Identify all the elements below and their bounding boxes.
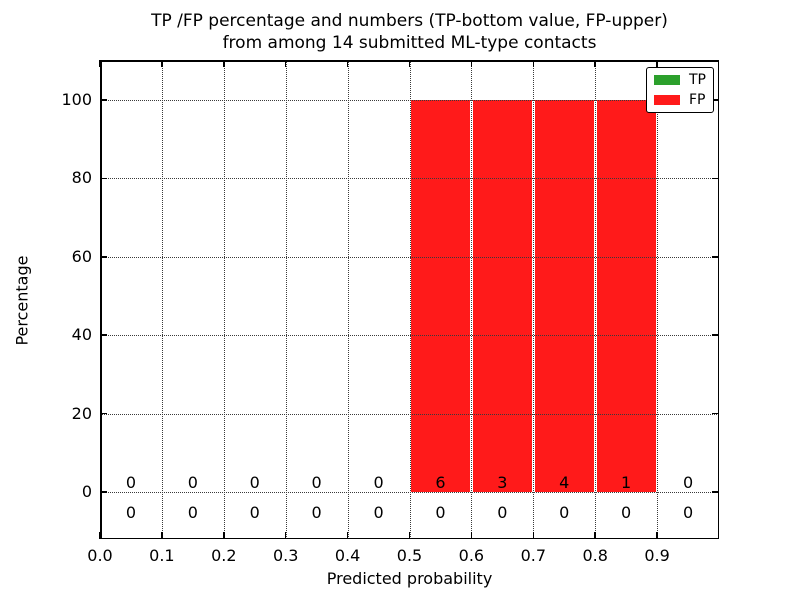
tp-count-label: 0: [249, 502, 260, 522]
tp-count-label: 0: [311, 502, 322, 522]
y-tick: [100, 412, 107, 415]
legend: TP FP: [646, 67, 714, 113]
x-tick: [594, 532, 596, 539]
fp-legend-swatch: [654, 95, 680, 105]
x-tick: [223, 60, 225, 67]
fp-count-label: 0: [373, 472, 384, 492]
fp-count-label: 1: [621, 472, 632, 492]
x-tick: [656, 532, 658, 539]
chart-title-line2: from among 14 submitted ML-type contacts: [222, 33, 597, 53]
x-tick: [532, 60, 535, 67]
fp-count-label: 0: [125, 472, 137, 492]
fp-bar: [534, 99, 594, 492]
x-tick: [470, 532, 473, 539]
fp-count-label: 6: [435, 472, 446, 492]
x-tick: [284, 60, 287, 67]
x-tick-label: 0.3: [272, 546, 299, 565]
x-tick-label: 0.7: [520, 546, 547, 565]
tp-count-label: 0: [559, 502, 570, 522]
x-tick-label: 0.4: [334, 546, 361, 565]
fp-legend-entry: FP: [654, 91, 706, 108]
fp-count-label: 4: [559, 472, 570, 492]
fp-bar: [472, 99, 532, 492]
x-tick: [161, 532, 163, 539]
y-tick: [712, 177, 719, 180]
tp-count-label: 0: [125, 502, 137, 522]
fp-bar: [596, 99, 656, 492]
tp-count-label: 0: [435, 502, 446, 522]
tp-legend-entry: TP: [654, 71, 706, 88]
fp-count-label: 0: [311, 472, 322, 492]
v-gridline: [223, 60, 225, 539]
tp-legend-label: TP: [689, 71, 706, 88]
fp-legend-label: FP: [689, 91, 706, 108]
tp-count-label: 0: [187, 502, 198, 522]
top-spine: [100, 60, 719, 62]
fp-count-label: 0: [187, 472, 198, 492]
x-tick-label: 0.6: [458, 546, 485, 565]
x-tick: [223, 532, 225, 539]
y-tick: [712, 491, 719, 493]
y-tick: [100, 99, 107, 101]
y-tick-label: 0: [81, 481, 92, 501]
y-tick: [712, 334, 719, 336]
x-tick: [161, 60, 163, 67]
fp-count-label: 0: [682, 472, 694, 492]
x-tick-label: 0.8: [582, 546, 608, 565]
x-axis-label: Predicted probability: [326, 569, 493, 588]
fp-count-label: 0: [249, 472, 260, 492]
y-tick: [100, 256, 107, 258]
tp-legend-swatch: [654, 75, 680, 85]
x-tick: [284, 532, 287, 539]
x-tick: [346, 60, 349, 67]
chart-title: TP /FP percentage and numbers (TP-bottom…: [100, 10, 719, 54]
y-axis-label: Percentage: [12, 255, 32, 346]
x-tick: [470, 60, 473, 67]
v-gridline: [409, 60, 411, 539]
x-tick-label: 0.2: [211, 546, 237, 565]
v-gridline: [347, 60, 349, 539]
left-spine: [100, 60, 102, 539]
x-tick-label: 0.0: [87, 546, 113, 565]
y-tick: [712, 256, 719, 258]
bottom-spine: [100, 537, 719, 539]
fp-count-label: 3: [497, 472, 508, 492]
v-gridline: [595, 60, 597, 539]
y-tick-label: 20: [71, 403, 92, 423]
y-tick: [100, 177, 107, 180]
v-gridline: [161, 60, 163, 539]
y-tick-label: 80: [71, 168, 92, 188]
y-tick-label: 60: [71, 246, 92, 266]
x-tick-label: 0.5: [396, 546, 423, 565]
v-gridline: [285, 60, 287, 539]
v-gridline: [657, 60, 659, 539]
x-tick: [408, 532, 411, 539]
tp-count-label: 0: [682, 502, 694, 522]
x-tick: [656, 60, 658, 67]
v-gridline: [471, 60, 473, 539]
y-tick: [100, 491, 107, 493]
v-gridline: [533, 60, 535, 539]
x-tick-label: 0.1: [149, 546, 175, 565]
y-tick-label: 100: [61, 89, 92, 109]
tp-count-label: 0: [373, 502, 384, 522]
right-spine: [717, 60, 719, 539]
chart-title-line1: TP /FP percentage and numbers (TP-bottom…: [151, 11, 668, 31]
y-tick: [712, 99, 719, 101]
x-tick: [594, 60, 596, 67]
fp-bar: [411, 99, 470, 492]
plot-area: 0 0 0 0 0 0 0 0 0 0 6 0 3 0 4 0 1 0 0 0: [99, 60, 719, 539]
x-tick: [346, 532, 349, 539]
x-tick-label: 0.9: [644, 546, 670, 565]
x-tick: [408, 60, 411, 67]
y-tick: [100, 334, 107, 336]
tp-count-label: 0: [497, 502, 508, 522]
tp-count-label: 0: [621, 502, 632, 522]
y-tick-label: 40: [71, 325, 92, 345]
y-tick: [712, 412, 719, 415]
x-tick: [532, 532, 535, 539]
